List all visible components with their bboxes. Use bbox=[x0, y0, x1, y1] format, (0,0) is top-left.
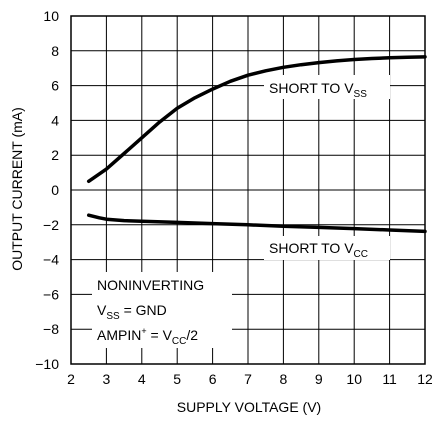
plot-frame bbox=[70, 15, 426, 365]
y-tick-label: −4 bbox=[43, 252, 59, 268]
x-tick-label: 9 bbox=[315, 371, 323, 387]
x-tick-label: 10 bbox=[346, 371, 362, 387]
y-tick-label: −2 bbox=[43, 217, 59, 233]
x-tick-label: 3 bbox=[103, 371, 111, 387]
y-axis-label: OUTPUT CURRENT (mA) bbox=[9, 107, 25, 271]
y-tick-label: 8 bbox=[51, 43, 59, 59]
y-tick-label: −8 bbox=[43, 321, 59, 337]
series-lines bbox=[86, 55, 427, 234]
x-axis-label: SUPPLY VOLTAGE (V) bbox=[177, 399, 321, 415]
annotation-vss-gnd: VSS = GND bbox=[97, 302, 167, 322]
y-tick-label: 6 bbox=[51, 78, 59, 94]
x-tick-label: 7 bbox=[244, 371, 252, 387]
x-tick-label: 4 bbox=[138, 371, 146, 387]
label-bg-vss bbox=[264, 75, 390, 99]
annotation-noninverting: NONINVERTING bbox=[97, 277, 204, 293]
x-tick-label: 2 bbox=[67, 371, 75, 387]
x-tick-label: 8 bbox=[280, 371, 288, 387]
x-tick-label: 11 bbox=[382, 371, 397, 387]
x-tick-label: 5 bbox=[173, 371, 181, 387]
series-line-short-to-vss bbox=[86, 55, 427, 184]
x-tick-labels: 2 3 4 5 6 7 8 9 10 11 12 bbox=[67, 371, 432, 387]
x-tick-label: 6 bbox=[209, 371, 217, 387]
y-tick-label: −6 bbox=[43, 286, 59, 302]
series-line-short-to-vcc bbox=[86, 213, 427, 234]
y-tick-label: 2 bbox=[51, 147, 59, 163]
y-tick-label: 4 bbox=[51, 112, 59, 128]
y-tick-label: 0 bbox=[51, 182, 59, 198]
grid bbox=[71, 16, 425, 364]
annotation-ampin: AMPIN+ = VCC/2 bbox=[97, 326, 198, 347]
x-tick-label: 12 bbox=[417, 371, 432, 387]
label-bg-vcc bbox=[264, 236, 390, 260]
label-bg-conditions bbox=[92, 272, 232, 348]
y-tick-label: 10 bbox=[43, 8, 59, 24]
y-tick-labels: 10 8 6 4 2 0 −2 −4 −6 −8 −10 bbox=[35, 8, 59, 372]
y-tick-label: −10 bbox=[35, 356, 59, 372]
annotation-short-to-vss: SHORT TO VSS bbox=[269, 80, 367, 100]
annotation-short-to-vcc: SHORT TO VCC bbox=[269, 240, 368, 260]
